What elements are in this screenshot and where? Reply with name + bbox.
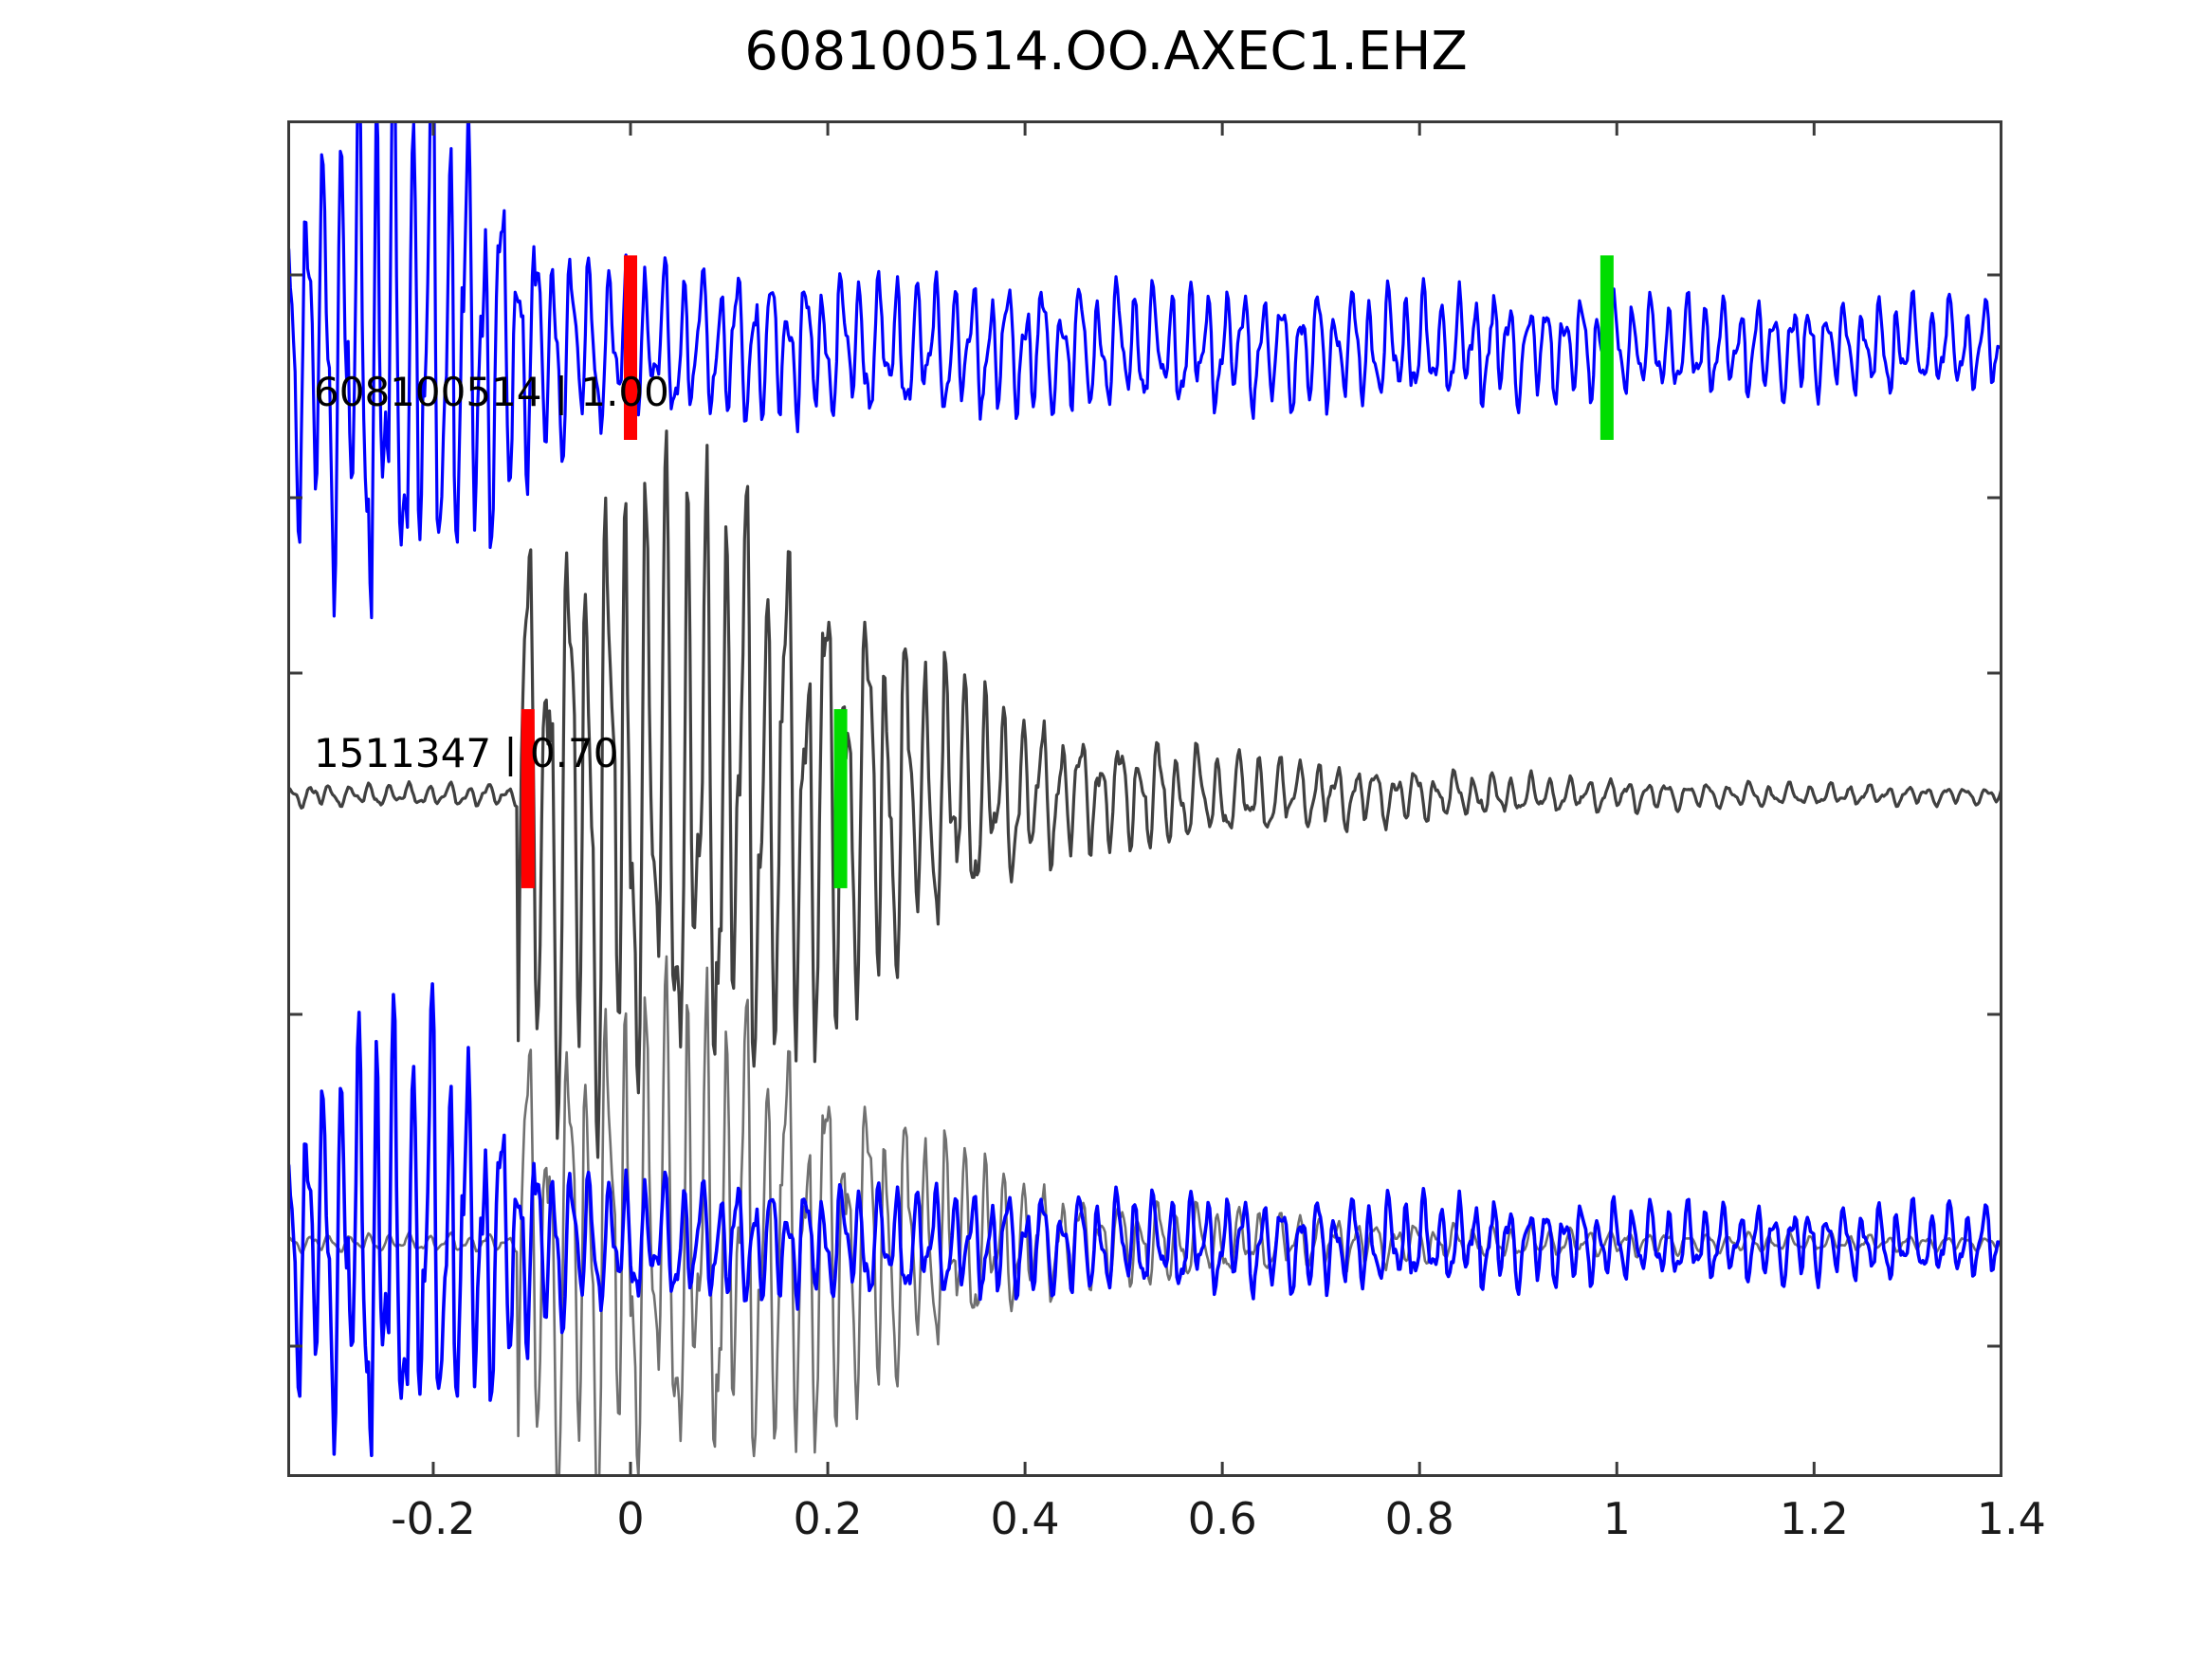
x-tick-label: 0.2 (793, 1493, 863, 1544)
trace-overlay-template (287, 982, 2002, 1458)
pick-marker-s-pick (833, 709, 848, 888)
trace-overlay-detection (287, 955, 2002, 1477)
x-tick-label: 0.6 (1187, 1493, 1257, 1544)
plot-area (287, 120, 2002, 1477)
x-tick-label: 1 (1602, 1493, 1631, 1544)
trace-detection (287, 429, 2002, 1159)
x-tick-label: 0.4 (990, 1493, 1060, 1544)
pick-marker-s-pick (1600, 255, 1614, 440)
trace-template (287, 120, 2002, 620)
pick-marker-p-pick (521, 709, 535, 888)
x-tick-label: 1.2 (1779, 1493, 1849, 1544)
x-tick-label: 0 (616, 1493, 645, 1544)
waveform-canvas (287, 120, 2002, 1477)
x-tick-label: 0.8 (1384, 1493, 1454, 1544)
pick-markers (521, 255, 1614, 888)
trace-label-detection: 1511347 | 0.70 (314, 730, 619, 776)
pick-marker-p-pick (624, 255, 638, 440)
x-tick-label: -0.2 (391, 1493, 476, 1544)
trace-label-template: 608100514 | 1.00 (314, 369, 669, 415)
page-title: 608100514.OO.AXEC1.EHZ (744, 21, 1468, 82)
x-tick-label: 1.4 (1976, 1493, 2046, 1544)
